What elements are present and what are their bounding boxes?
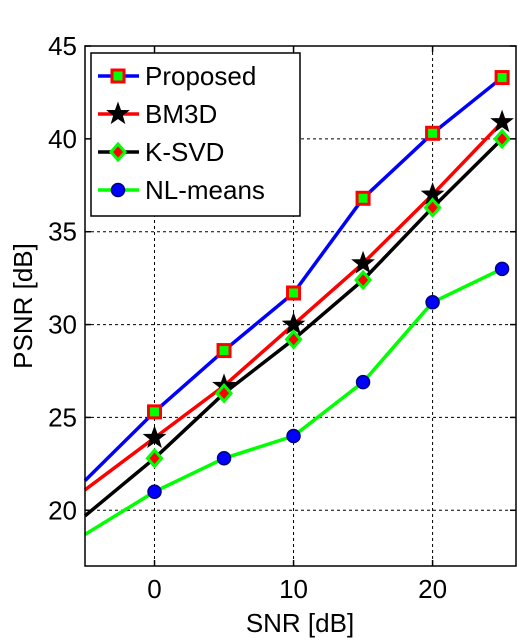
y-tick-label: 40 xyxy=(48,124,77,154)
legend-label-proposed: Proposed xyxy=(145,61,256,91)
y-tick-label: 20 xyxy=(48,495,77,525)
series-markers xyxy=(142,70,514,499)
y-tick-label: 30 xyxy=(48,310,77,340)
k-svd-point xyxy=(354,269,373,291)
proposed-point xyxy=(147,404,163,420)
k-svd-point xyxy=(423,197,442,218)
y-tick-label: 45 xyxy=(48,31,77,61)
legend: Proposed BM3D K-SVD NL-means xyxy=(90,52,301,217)
nl-means-point xyxy=(355,374,371,390)
nl-means-point xyxy=(147,484,162,499)
k-svd-point xyxy=(284,329,303,350)
nl-means-point xyxy=(216,451,232,466)
plot-frame xyxy=(84,45,517,567)
proposed-point xyxy=(355,190,371,206)
y-tick-label: 35 xyxy=(48,217,77,247)
y-axis-label: PSNR [dB] xyxy=(8,243,38,369)
legend-label-bm3d: BM3D xyxy=(145,99,217,129)
proposed-point xyxy=(286,285,302,301)
bm3d-point xyxy=(490,109,514,133)
x-tick-label: 20 xyxy=(418,574,447,604)
k-svd-point xyxy=(145,448,164,469)
legend-marker-bm3d xyxy=(106,101,130,125)
x-tick-label: 10 xyxy=(279,574,308,604)
proposed-point xyxy=(494,70,510,86)
x-tick-label: 0 xyxy=(147,574,161,604)
y-tick-label: 25 xyxy=(48,402,77,432)
legend-marker-k-svd xyxy=(109,141,127,163)
axis-ticks: 0 10 20 20 25 30 35 40 45 xyxy=(48,31,516,604)
bm3d-point xyxy=(142,425,167,448)
legend-label-nl-means: NL-means xyxy=(145,175,265,205)
nl-means-point xyxy=(286,428,301,444)
legend-label-k-svd: K-SVD xyxy=(145,137,224,167)
bm3d-point xyxy=(281,312,306,335)
nl-means-point xyxy=(494,261,510,277)
proposed-point xyxy=(216,343,232,359)
nl-means-point xyxy=(425,295,440,310)
k-svd-point xyxy=(493,128,512,150)
k-svd-point xyxy=(215,383,234,404)
legend-marker-proposed xyxy=(110,68,126,84)
x-axis-label: SNR [dB] xyxy=(246,608,354,638)
bm3d-point xyxy=(351,250,375,274)
proposed-point xyxy=(425,125,441,141)
legend-marker-nl-means xyxy=(110,182,126,198)
